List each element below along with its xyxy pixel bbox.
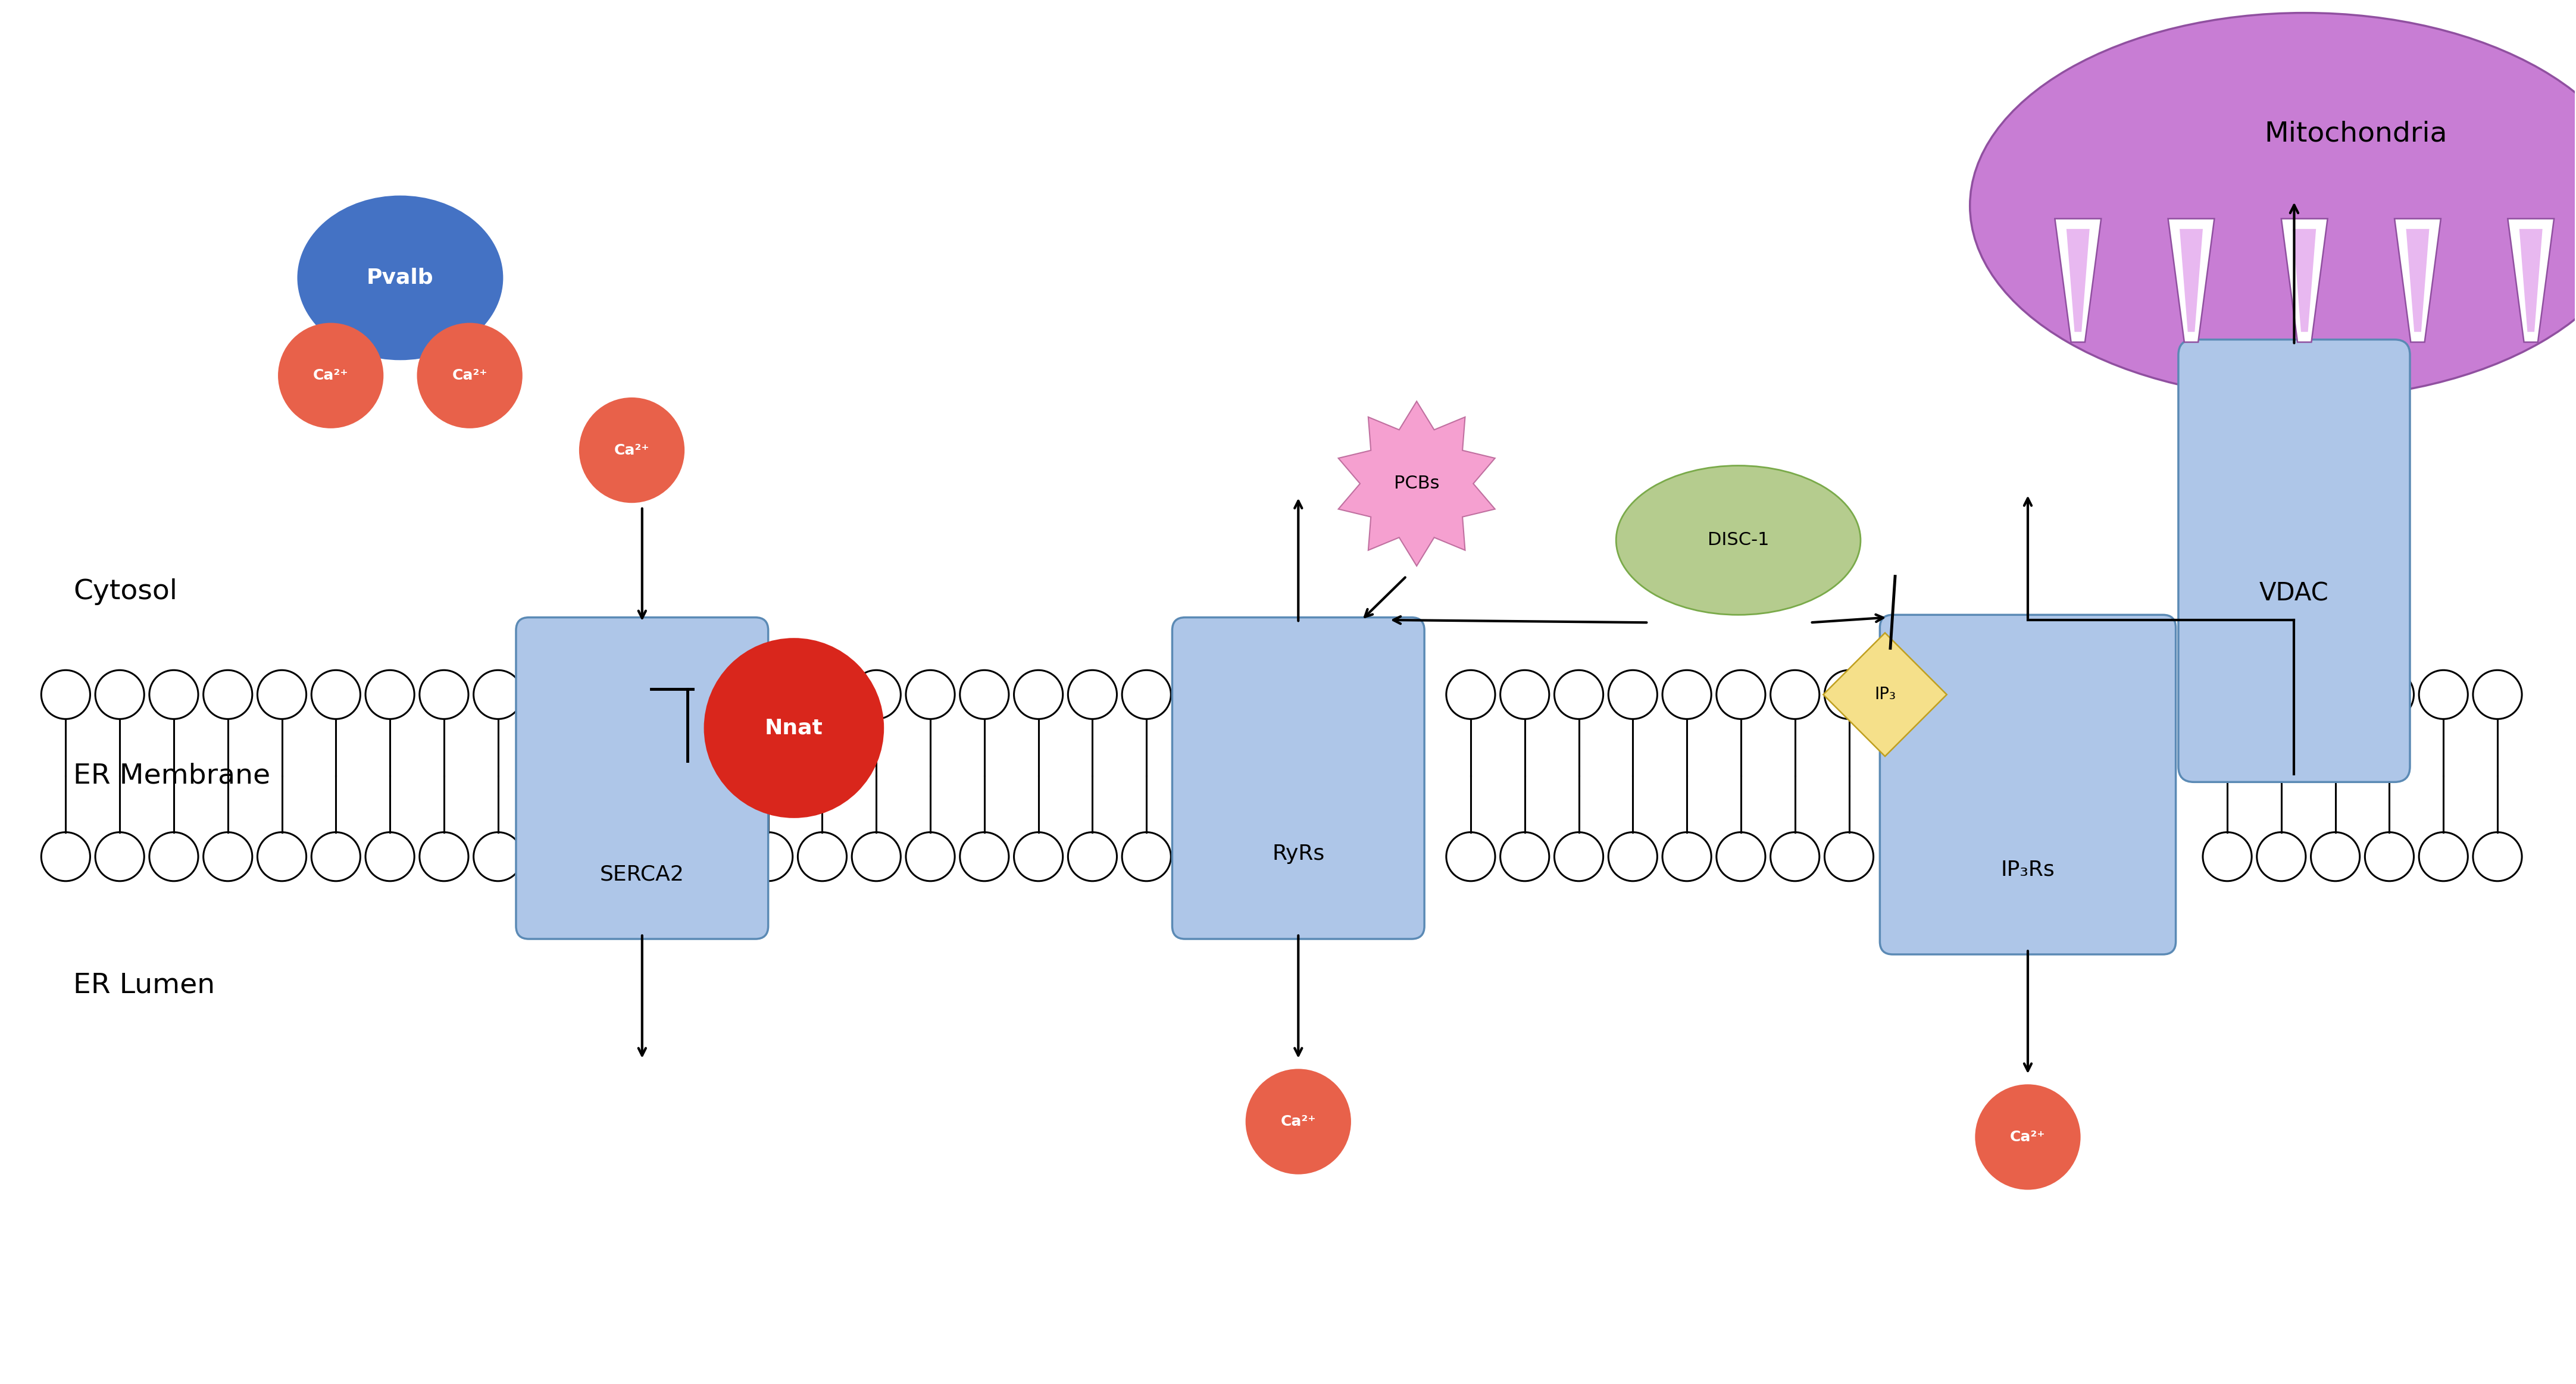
FancyBboxPatch shape — [515, 617, 768, 938]
Circle shape — [1247, 1068, 1350, 1175]
Text: IP₃: IP₃ — [1875, 686, 1896, 703]
Text: IP₃Rs: IP₃Rs — [2002, 859, 2056, 880]
Polygon shape — [2179, 228, 2202, 332]
Circle shape — [580, 397, 685, 502]
Polygon shape — [2056, 219, 2102, 342]
Text: Pvalb: Pvalb — [366, 267, 433, 288]
Text: ER Membrane: ER Membrane — [72, 763, 270, 789]
Text: VDAC: VDAC — [2259, 581, 2329, 606]
Polygon shape — [2293, 228, 2316, 332]
Ellipse shape — [296, 195, 502, 360]
Polygon shape — [2282, 219, 2329, 342]
Circle shape — [1976, 1084, 2081, 1190]
Polygon shape — [2406, 228, 2429, 332]
Text: Nnat: Nnat — [765, 718, 824, 738]
Text: Ca²⁺: Ca²⁺ — [613, 443, 649, 457]
Polygon shape — [2396, 219, 2442, 342]
FancyBboxPatch shape — [2179, 339, 2411, 782]
Polygon shape — [1824, 632, 1947, 756]
Ellipse shape — [1615, 465, 1860, 614]
Polygon shape — [2066, 228, 2089, 332]
Polygon shape — [2506, 219, 2553, 342]
Circle shape — [703, 638, 884, 818]
Polygon shape — [2169, 219, 2215, 342]
Text: Ca²⁺: Ca²⁺ — [314, 368, 348, 383]
Text: Ca²⁺: Ca²⁺ — [1280, 1114, 1316, 1129]
FancyBboxPatch shape — [1172, 617, 1425, 938]
Text: Ca²⁺: Ca²⁺ — [2009, 1129, 2045, 1145]
Text: Cytosol: Cytosol — [72, 579, 178, 605]
Text: Ca²⁺: Ca²⁺ — [451, 368, 487, 383]
FancyBboxPatch shape — [1880, 614, 2177, 955]
Polygon shape — [2519, 228, 2543, 332]
Circle shape — [278, 322, 384, 428]
Text: PCBs: PCBs — [1394, 475, 1440, 493]
Text: SERCA2: SERCA2 — [600, 865, 685, 884]
Text: DISC-1: DISC-1 — [1708, 531, 1770, 549]
Text: ER Lumen: ER Lumen — [72, 972, 216, 999]
Polygon shape — [1340, 401, 1494, 566]
Text: Mitochondria: Mitochondria — [2264, 120, 2447, 147]
Circle shape — [417, 322, 523, 428]
Ellipse shape — [1971, 12, 2576, 399]
Text: RyRs: RyRs — [1273, 844, 1324, 864]
